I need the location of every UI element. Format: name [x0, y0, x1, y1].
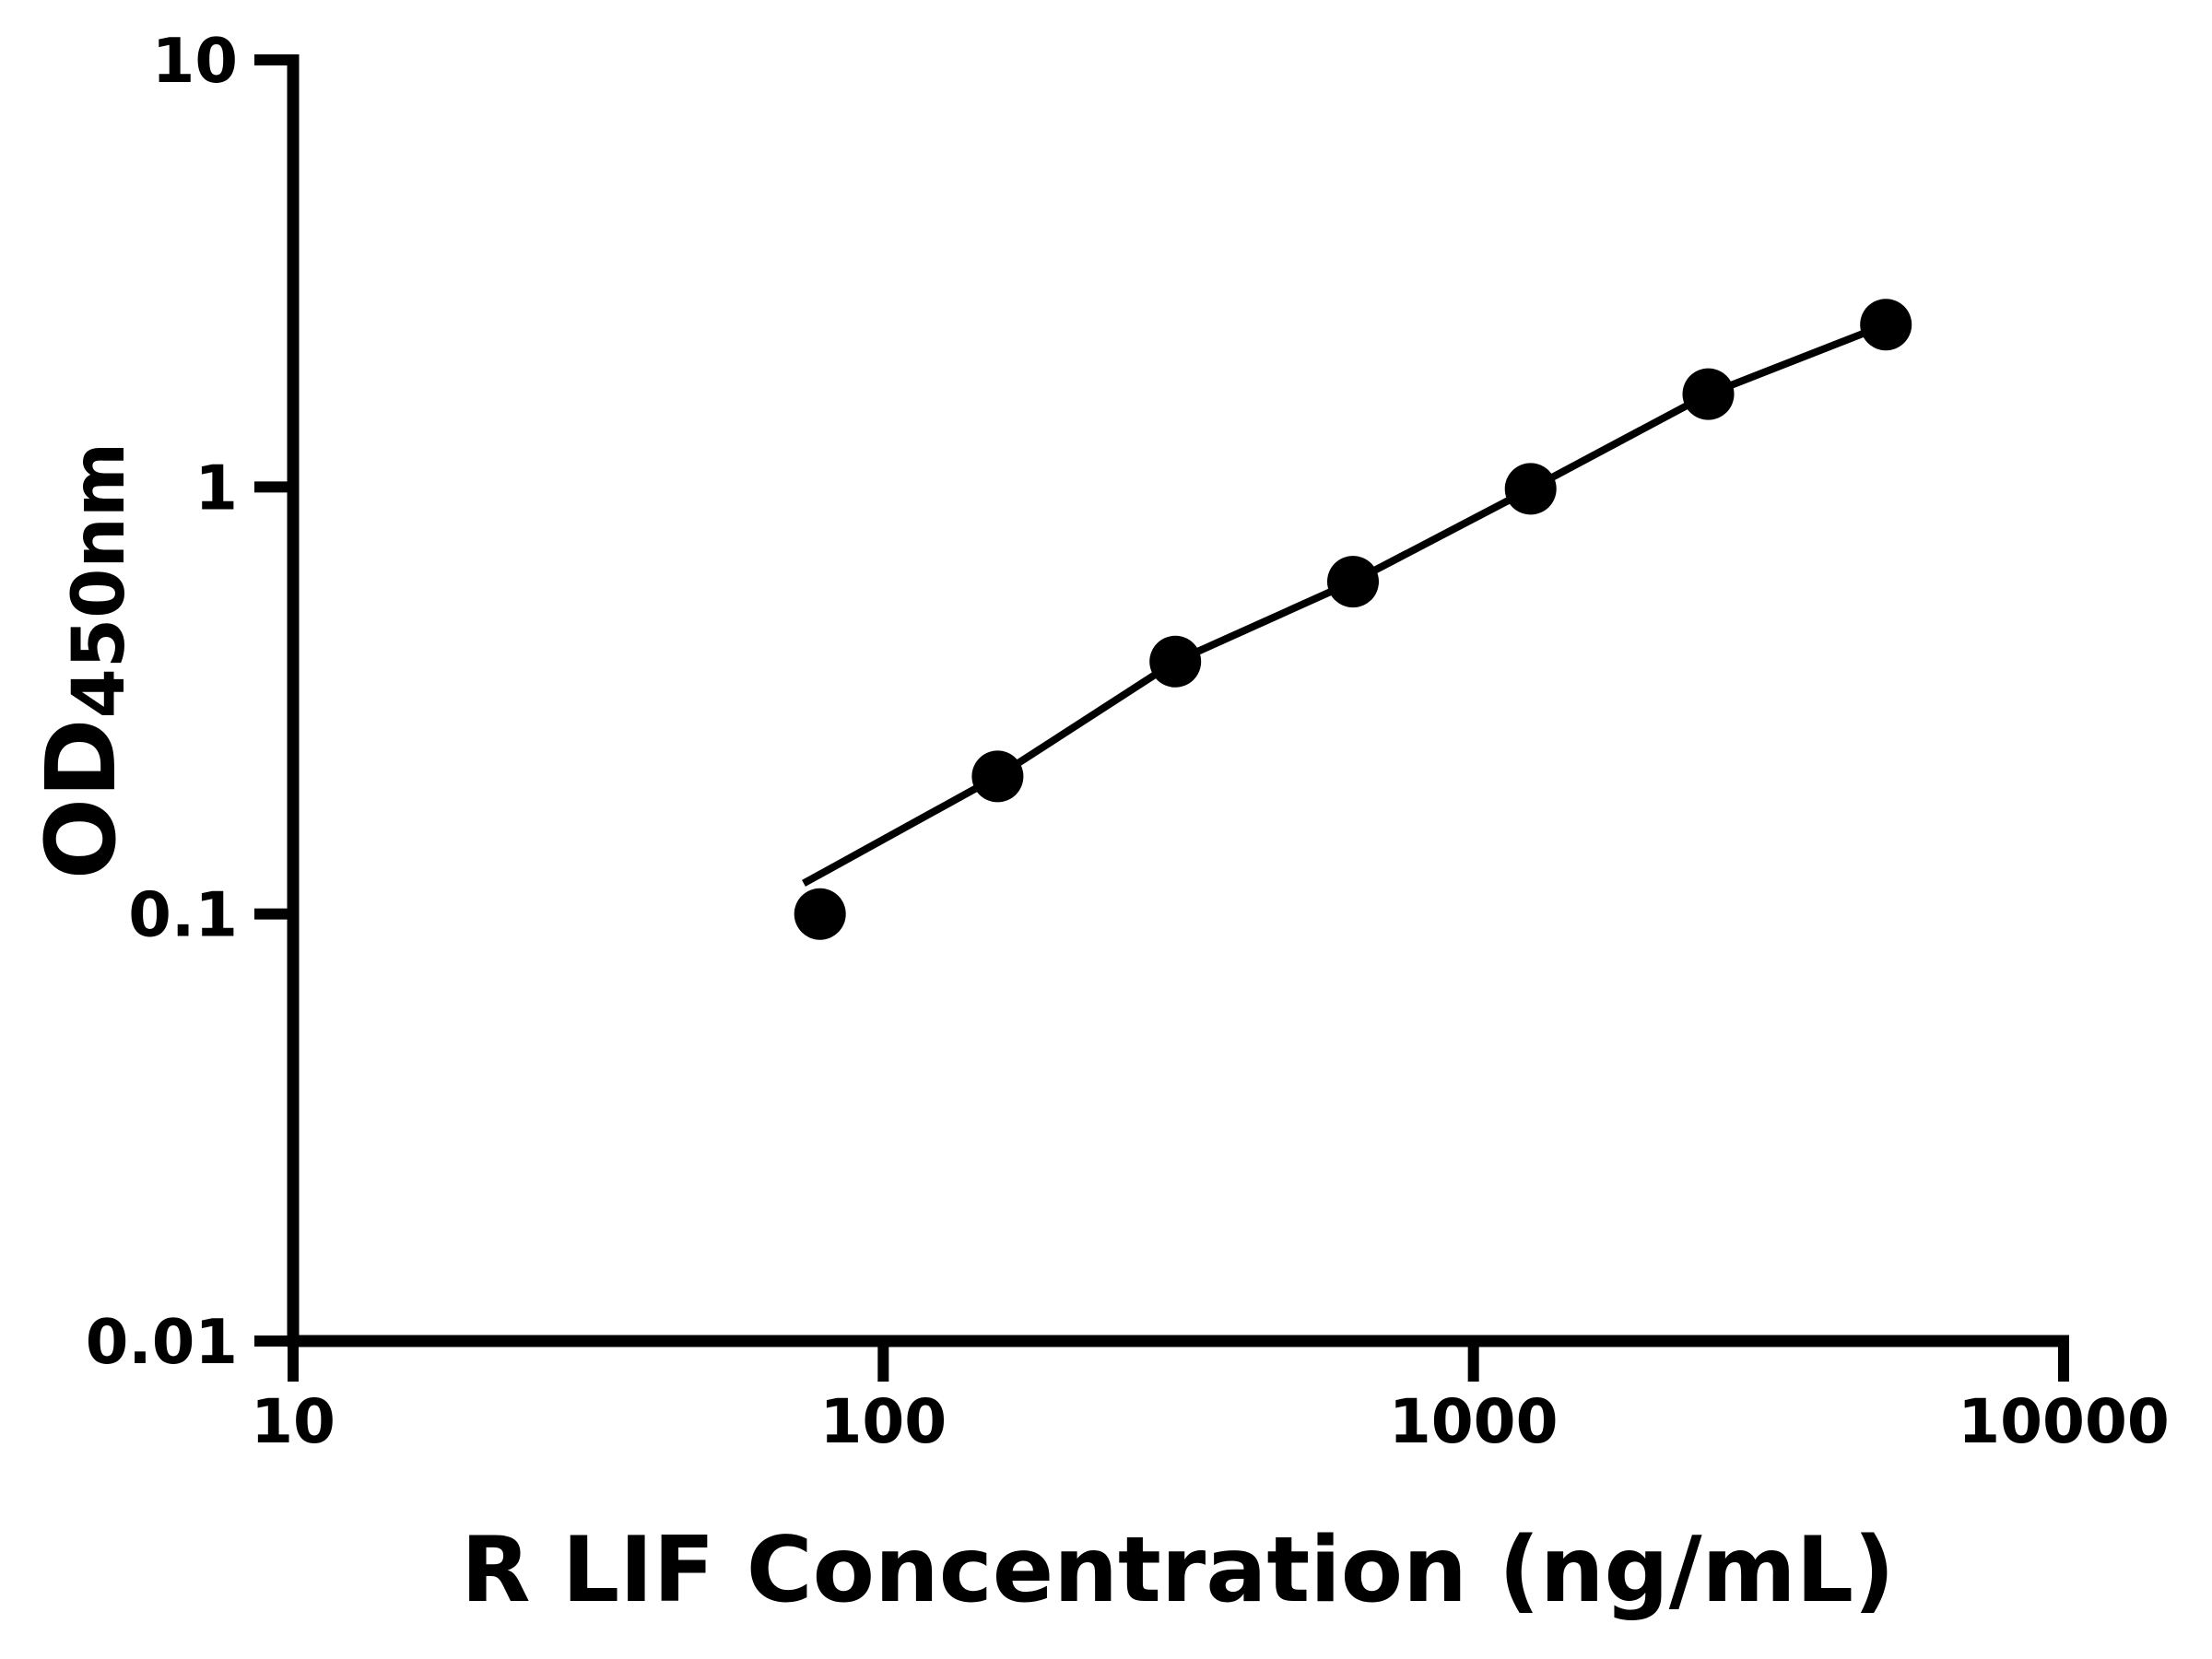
- data-point-marker: [971, 750, 1024, 803]
- y-axis-title-main: OD: [25, 718, 137, 879]
- data-point-marker: [1860, 299, 1912, 351]
- y-tick-label: 0.01: [86, 1306, 238, 1378]
- data-point-marker: [1149, 635, 1202, 688]
- data-point-marker: [1504, 463, 1557, 515]
- data-point-marker: [794, 888, 846, 940]
- x-axis-title: R LIF Concentration (ng/mL): [461, 1518, 1895, 1623]
- data-points: [794, 299, 1912, 940]
- data-point-marker: [1327, 556, 1379, 608]
- x-tick-label: 100: [819, 1386, 947, 1457]
- x-tick-label: 1000: [1389, 1386, 1559, 1457]
- y-axis-ticks: 0.01 0.1 1 10: [86, 25, 293, 1378]
- y-tick-label: 1: [194, 452, 238, 524]
- y-axis-title-sub: 450nm: [58, 442, 141, 719]
- x-axis-ticks: 10 100 1000 10000: [251, 1341, 2170, 1457]
- y-tick-label: 10: [152, 25, 238, 97]
- y-axis-title: OD450nm: [25, 442, 141, 879]
- x-tick-label: 10: [251, 1386, 335, 1457]
- x-tick-label: 10000: [1958, 1386, 2170, 1457]
- y-tick-label: 0.1: [128, 879, 238, 951]
- data-point-marker: [1682, 368, 1735, 420]
